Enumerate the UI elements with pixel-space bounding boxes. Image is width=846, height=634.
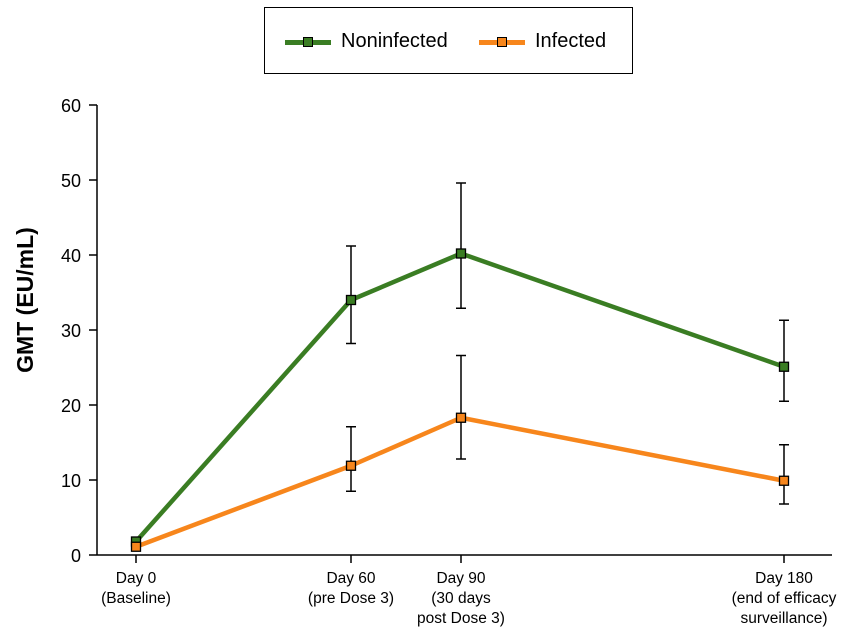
legend: Noninfected Infected: [264, 7, 633, 74]
data-point-noninfected: [345, 294, 357, 306]
data-point-infected: [455, 412, 467, 423]
series-layer: [130, 182, 790, 552]
data-point-noninfected: [778, 361, 790, 372]
error-bar: [779, 319, 789, 402]
legend-item-noninfected: Noninfected: [285, 30, 448, 53]
data-point-infected: [778, 475, 790, 486]
error-bar: [456, 182, 466, 309]
y-tick-label: 60: [61, 96, 81, 116]
x-tick-label: Day 60 (pre Dose 3): [308, 570, 394, 607]
axes: 0 10 20 30 40 50 60 Day 0 (Baseline) Day 60 (pre D…: [61, 96, 837, 627]
legend-label: Infected: [535, 30, 607, 52]
y-tick-label: 30: [61, 321, 81, 341]
y-tick-label: 50: [61, 171, 81, 191]
legend-item-infected: Infected: [479, 30, 606, 53]
error-bar: [346, 426, 356, 492]
y-tick-label: 40: [61, 246, 81, 266]
data-point-infected: [130, 541, 142, 552]
x-tick-label: Day 90 (30 days post Dose 3): [417, 570, 505, 627]
legend-label: Noninfected: [341, 30, 448, 52]
y-tick-label: 0: [71, 546, 81, 566]
legend-swatch-infected: [479, 35, 525, 49]
error-bar: [346, 245, 356, 345]
legend-swatch-noninfected: [285, 35, 331, 49]
x-tick-label: Day 180 (end of efficacy surveillance): [732, 570, 837, 627]
data-point-infected: [345, 460, 357, 471]
error-bar: [779, 444, 789, 505]
series-line-noninfected: [134, 251, 785, 543]
y-axis-label: GMT (EU/mL): [12, 227, 38, 373]
x-tick-label: Day 0 (Baseline): [101, 570, 171, 607]
data-point-noninfected: [455, 248, 467, 259]
error-bar: [456, 354, 466, 460]
series-line-infected: [135, 415, 785, 549]
y-tick-label: 10: [61, 471, 81, 491]
y-tick-label: 20: [61, 396, 81, 416]
